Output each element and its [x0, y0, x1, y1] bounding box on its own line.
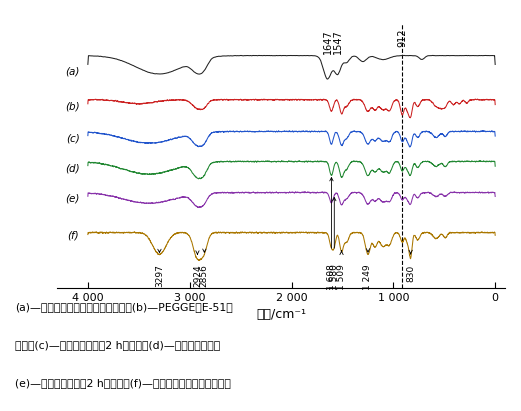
Text: 3297: 3297: [155, 264, 164, 287]
Text: 1 580: 1 580: [330, 264, 339, 290]
Text: 1 249: 1 249: [364, 264, 373, 290]
Text: (b): (b): [65, 102, 80, 112]
Text: (d): (d): [65, 164, 80, 173]
Text: 1 509: 1 509: [337, 264, 346, 290]
X-axis label: 波数/cm⁻¹: 波数/cm⁻¹: [256, 308, 306, 321]
Text: 2856: 2856: [200, 264, 209, 287]
Text: (a): (a): [66, 67, 80, 76]
Text: (a)—聚酰胺预聚物和戊二胺混合物；(b)—PEGGE和E-51混: (a)—聚酰胺预聚物和戊二胺混合物；(b)—PEGGE和E-51混: [16, 302, 233, 312]
Text: (e)—封端过程（反应2 h）样品；(f)—非离子水性环氧固化剂样品: (e)—封端过程（反应2 h）样品；(f)—非离子水性环氧固化剂样品: [16, 378, 231, 388]
Text: (e): (e): [66, 194, 80, 203]
Text: 1547: 1547: [332, 29, 343, 54]
Text: (c): (c): [66, 134, 80, 143]
Text: 1 608: 1 608: [327, 264, 336, 290]
Text: 830: 830: [406, 264, 415, 282]
Text: 2924: 2924: [193, 264, 202, 287]
Text: 合物；(c)—扩链过程（反应2 h）样品；(d)—扩链完成产物；: 合物；(c)—扩链过程（反应2 h）样品；(d)—扩链完成产物；: [16, 339, 221, 350]
Text: (f): (f): [67, 230, 78, 240]
Text: 1647: 1647: [322, 29, 332, 53]
Text: 912: 912: [398, 29, 407, 47]
